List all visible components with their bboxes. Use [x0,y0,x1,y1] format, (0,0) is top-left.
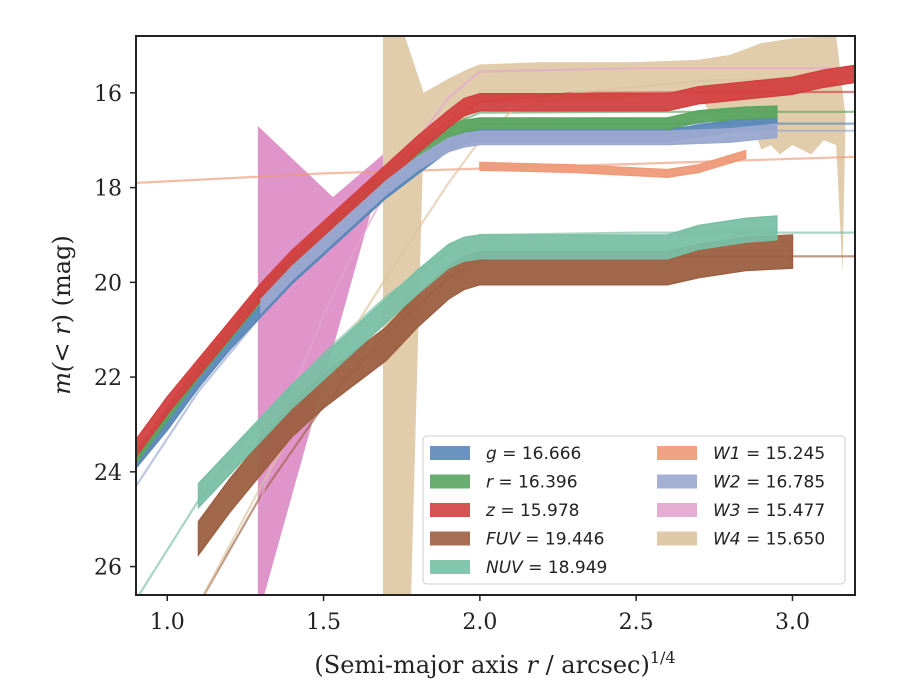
y-tick-label: 24 [94,461,122,486]
legend-label-W4: W4 = 15.650 [713,530,825,550]
data-band-W1 [479,149,747,178]
y-tick-label: 22 [94,366,122,391]
legend-name: W3 [713,501,741,521]
legend-swatch-W2 [657,474,697,489]
y-tick-label: 18 [94,177,122,202]
plot-frame [135,35,856,596]
x-tick-label: 2.0 [462,610,497,635]
legend-value: = 15.245 [741,444,826,464]
legend-swatch-W3 [657,503,697,517]
legend-name: z [485,501,496,521]
legend-label-FUV: FUV = 19.446 [486,530,604,550]
data-band-FUV [197,234,794,557]
legend-swatch-g [430,446,470,460]
y-axis-label: m(< r) (mag) [48,235,76,395]
legend-label-W3: W3 = 15.477 [713,501,825,521]
legend-name: r [486,473,494,493]
legend-value: = 15.978 [495,501,580,521]
legend-name: W4 [713,530,741,550]
legend-swatch-W1 [657,446,697,460]
legend-value: = 15.650 [741,530,826,550]
x-tick-label: 2.5 [619,610,654,635]
legend-label-r: r = 16.396 [486,473,578,493]
legend-swatch-FUV [430,531,470,546]
legend-label-W2: W2 = 16.785 [713,473,825,493]
legend-name: NUV [486,558,524,578]
legend-swatch-NUV [430,560,470,574]
legend-swatch-z [430,503,470,517]
y-axis-ticks: 16 18 20 22 24 26 [94,82,136,581]
y-tick-label: 26 [94,556,122,581]
legend-frame [422,435,846,585]
plot-area [136,36,855,595]
legend-label-g: g = 16.666 [486,444,581,464]
x-axis-ticks: 1.0 1.5 2.0 2.5 3.0 [150,595,810,635]
legend-label-NUV: NUV = 18.949 [486,558,607,578]
x-tick-label: 1.0 [150,610,185,635]
legend-label-z: z = 15.978 [485,501,579,521]
legend-name: FUV [486,530,521,550]
x-axis-label: (Semi-major axis r / arcsec)1/4 [314,648,675,679]
legend-name: W1 [713,444,741,464]
model-curve-g [136,122,855,468]
legend-swatch-W4 [657,531,697,546]
legend-label-W1: W1 = 15.245 [713,444,825,464]
legend-value: = 16.785 [741,473,826,493]
legend-name: W2 [713,473,741,493]
legend-value: = 15.477 [741,501,826,521]
legend-value: = 16.396 [493,473,578,493]
data-band-NUV [197,215,778,510]
data-band-W2 [260,123,778,315]
legend-value: = 18.949 [523,558,608,578]
y-tick-label: 16 [94,82,122,107]
x-tick-label: 3.0 [775,610,810,635]
x-tick-label: 1.5 [306,610,341,635]
legend-name: g [486,444,497,464]
legend-swatch-r [430,474,470,489]
y-tick-label: 20 [94,271,122,296]
legend-value: = 16.666 [497,444,582,464]
legend-value: = 19.446 [520,530,605,550]
